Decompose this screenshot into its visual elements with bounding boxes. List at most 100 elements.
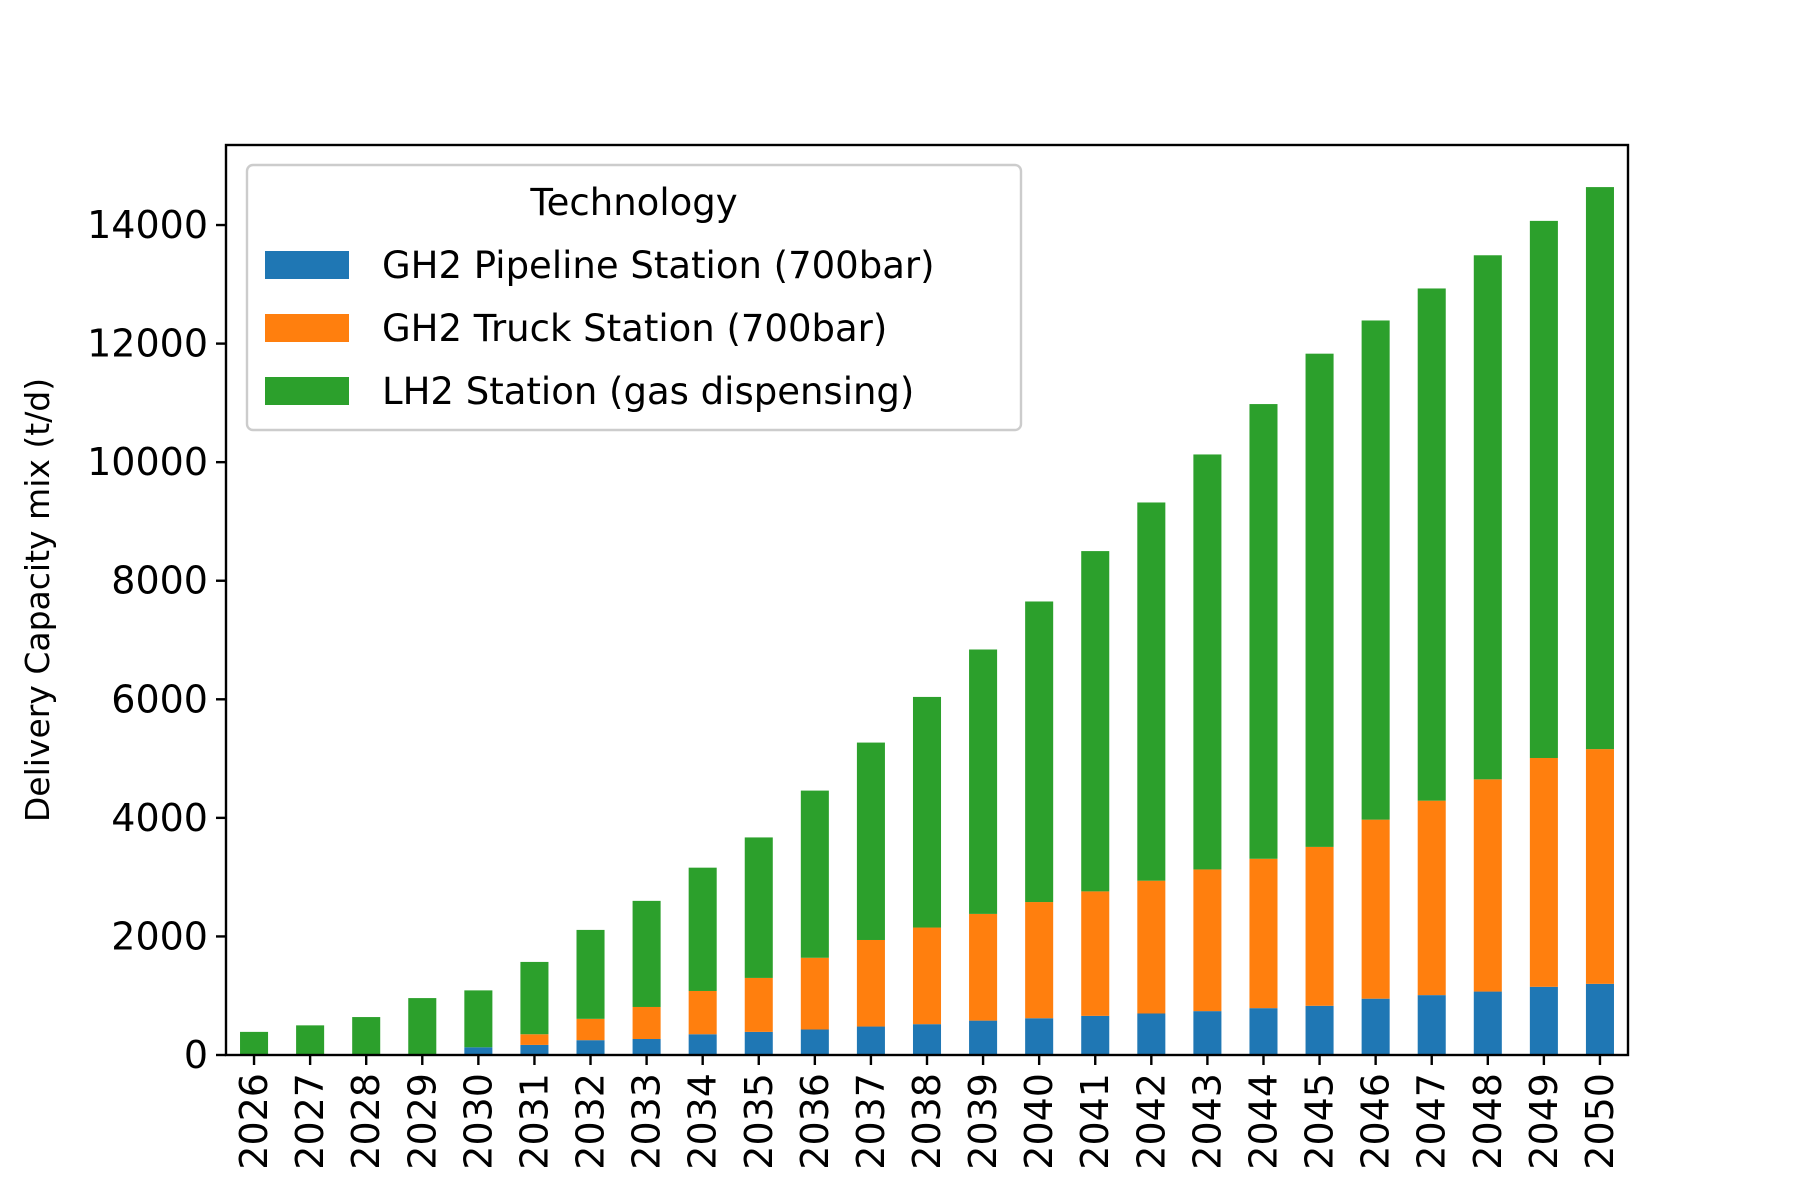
- x-tick-label: 2049: [1522, 1073, 1566, 1170]
- y-tick-label: 6000: [111, 677, 208, 721]
- bar-2041-series-1: [1081, 1015, 1110, 1055]
- x-tick-label: 2047: [1410, 1073, 1454, 1170]
- x-tick-label: 2033: [625, 1073, 669, 1170]
- bars-layer: [240, 187, 1614, 1055]
- bar-2035-series-1: [744, 1031, 773, 1055]
- bar-2032-series-2: [576, 1018, 605, 1041]
- bar-2050-series-3: [1585, 187, 1614, 750]
- y-tick-label: 10000: [87, 440, 208, 484]
- legend-frame: [245, 163, 1023, 432]
- bar-2026-series-3: [240, 1031, 269, 1055]
- y-tick-label: 4000: [111, 796, 208, 840]
- bar-2049-series-1: [1529, 986, 1558, 1055]
- bar-2045-series-3: [1305, 353, 1334, 847]
- legend-swatch: [265, 251, 349, 279]
- bar-2036-series-2: [800, 957, 829, 1030]
- x-tick-label: 2026: [232, 1073, 276, 1170]
- x-tick-label: 2037: [849, 1073, 893, 1170]
- bar-2049-series-2: [1529, 757, 1558, 987]
- y-tick-label: 2000: [111, 914, 208, 958]
- y-axis: 0 2000 4000 6000 8000 10000 12000 14000: [87, 203, 226, 1077]
- bar-2039-series-3: [969, 649, 998, 914]
- bar-2038-series-1: [912, 1024, 942, 1055]
- bar-2048-series-2: [1473, 779, 1502, 992]
- bar-2045-series-1: [1305, 1005, 1334, 1055]
- x-tick-label: 2040: [1017, 1073, 1061, 1170]
- bar-2037-series-2: [856, 939, 885, 1027]
- bar-2034-series-2: [688, 990, 717, 1035]
- legend-swatch: [265, 377, 349, 405]
- bar-2046-series-3: [1361, 320, 1390, 820]
- bar-2042-series-2: [1137, 880, 1166, 1014]
- x-tick-label: 2027: [288, 1073, 332, 1170]
- bar-2039-series-2: [969, 913, 998, 1021]
- bar-2027-series-3: [296, 1025, 325, 1055]
- bar-2047-series-2: [1417, 800, 1446, 996]
- bar-2033-series-2: [632, 1006, 661, 1039]
- bar-2048-series-1: [1473, 991, 1502, 1055]
- bar-2031-series-1: [520, 1044, 549, 1055]
- bar-2033-series-3: [632, 900, 661, 1007]
- bar-2034-series-1: [688, 1034, 717, 1055]
- bar-2041-series-2: [1081, 891, 1110, 1016]
- x-tick-label: 2050: [1578, 1073, 1622, 1170]
- x-tick-label: 2039: [961, 1073, 1005, 1170]
- y-tick-label: 12000: [87, 322, 208, 366]
- x-tick-label: 2031: [512, 1073, 556, 1170]
- y-axis-label: Delivery Capacity mix (t/d): [18, 378, 57, 822]
- x-tick-label: 2043: [1185, 1073, 1229, 1170]
- y-tick-label: 14000: [87, 203, 208, 247]
- legend-title: Technology: [529, 181, 737, 224]
- x-tick-label: 2030: [456, 1073, 500, 1170]
- bar-2030-series-1: [464, 1047, 493, 1055]
- bar-2042-series-1: [1137, 1013, 1166, 1055]
- bar-2048-series-3: [1473, 255, 1502, 780]
- bar-2029-series-3: [408, 998, 437, 1055]
- bar-2039-series-1: [969, 1020, 998, 1055]
- bar-2036-series-1: [800, 1029, 829, 1055]
- bar-2049-series-3: [1529, 220, 1558, 758]
- bar-2037-series-3: [856, 742, 885, 940]
- legend-label: GH2 Truck Station (700bar): [382, 307, 887, 350]
- bar-2038-series-2: [912, 927, 942, 1025]
- x-tick-label: 2048: [1466, 1073, 1510, 1170]
- x-tick-label: 2045: [1298, 1073, 1342, 1170]
- x-tick-label: 2028: [344, 1073, 388, 1170]
- x-tick-label: 2035: [737, 1073, 781, 1170]
- legend-swatch: [265, 314, 349, 342]
- bar-2046-series-1: [1361, 998, 1390, 1055]
- x-tick-label: 2044: [1241, 1073, 1285, 1170]
- legend-label: GH2 Pipeline Station (700bar): [382, 244, 935, 287]
- x-tick-label: 2034: [681, 1073, 725, 1170]
- bar-2032-series-1: [576, 1040, 605, 1055]
- bar-2043-series-2: [1193, 869, 1222, 1012]
- x-axis: 2026 2027 2028 2029 2030 2031 2032 2033 2034 2035…: [232, 1055, 1622, 1170]
- y-tick-label: 0: [184, 1033, 208, 1077]
- bar-2032-series-3: [576, 929, 605, 1019]
- bar-2035-series-3: [744, 837, 773, 978]
- bar-2035-series-2: [744, 977, 773, 1032]
- bar-2030-series-3: [464, 990, 493, 1048]
- bar-2031-series-3: [520, 961, 549, 1035]
- bar-2047-series-1: [1417, 995, 1446, 1055]
- y-tick-label: 8000: [111, 559, 208, 603]
- bar-2040-series-1: [1025, 1018, 1054, 1055]
- bar-2044-series-1: [1249, 1008, 1278, 1055]
- bar-2033-series-1: [632, 1038, 661, 1055]
- bar-2050-series-1: [1585, 983, 1614, 1055]
- bar-2047-series-3: [1417, 288, 1446, 801]
- bar-2046-series-2: [1361, 819, 1390, 999]
- bar-2034-series-3: [688, 867, 717, 991]
- legend-label: LH2 Station (gas dispensing): [382, 370, 914, 413]
- bar-2038-series-3: [912, 696, 942, 928]
- bar-2041-series-3: [1081, 551, 1110, 892]
- legend-entries: GH2 Pipeline Station (700bar) GH2 Truck S…: [265, 244, 935, 413]
- bar-2045-series-2: [1305, 846, 1334, 1006]
- bar-2040-series-3: [1025, 601, 1054, 903]
- bar-2028-series-3: [352, 1017, 381, 1055]
- bar-2050-series-2: [1585, 749, 1614, 984]
- x-tick-label: 2042: [1129, 1073, 1173, 1170]
- x-tick-label: 2032: [569, 1073, 613, 1170]
